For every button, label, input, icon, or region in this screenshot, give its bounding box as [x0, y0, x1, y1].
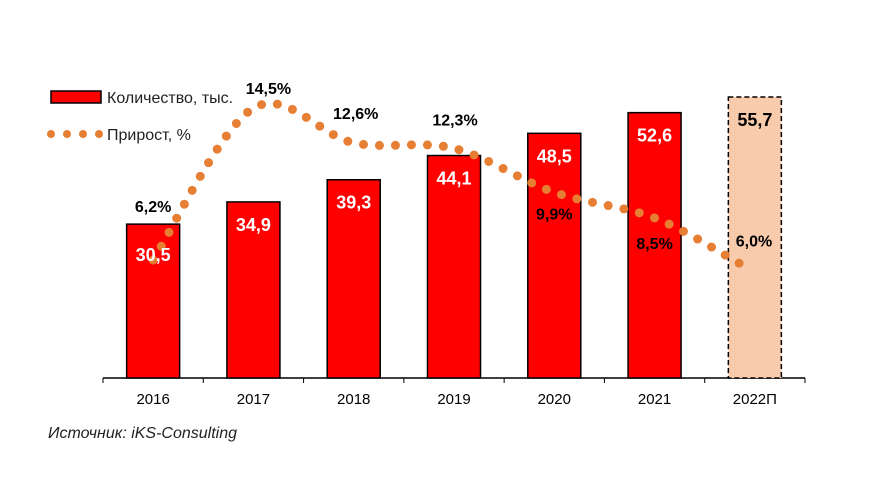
legend-bar-label: Количество, тыс.	[107, 90, 233, 107]
x-tick-label: 2022П	[733, 391, 777, 408]
growth-value-label: 12,3%	[432, 112, 477, 129]
bar-2017	[226, 201, 281, 379]
bar-value-label: 48,5	[537, 146, 572, 166]
x-tick-label: 2021	[638, 391, 671, 408]
bar-value-label: 44,1	[436, 169, 471, 189]
bar-2016	[125, 223, 181, 379]
x-tick-label: 2020	[538, 391, 571, 408]
source-note: Источник: iKS-Consulting	[48, 425, 238, 442]
bar-value-label: 30,5	[136, 245, 171, 265]
bar-value-label: 34,9	[236, 215, 271, 235]
growth-value-label: 8,5%	[636, 236, 672, 253]
growth-line	[148, 98, 745, 269]
growth-value-label: 12,6%	[333, 106, 378, 123]
growth-value-label: 9,9%	[536, 206, 572, 223]
growth-value-label: 6,2%	[135, 199, 171, 216]
legend-bar-swatch	[50, 90, 102, 104]
bar-2021	[627, 111, 682, 379]
x-tick-label: 2018	[337, 391, 370, 408]
legend-line-label: Прирост, %	[107, 127, 191, 144]
bar-2020	[527, 132, 582, 379]
bar-2022П	[727, 96, 783, 379]
x-tick-label: 2017	[237, 391, 270, 408]
growth-value-label: 6,0%	[736, 234, 772, 251]
bar-2018	[326, 178, 381, 379]
bar-value-label: 55,7	[737, 110, 772, 130]
x-tick-label: 2019	[437, 391, 470, 408]
x-tick-label: 2016	[136, 391, 169, 408]
bar-2019	[426, 154, 482, 379]
growth-value-label: 14,5%	[246, 81, 291, 98]
bar-value-label: 52,6	[637, 126, 672, 146]
bar-value-label: 39,3	[336, 193, 371, 213]
